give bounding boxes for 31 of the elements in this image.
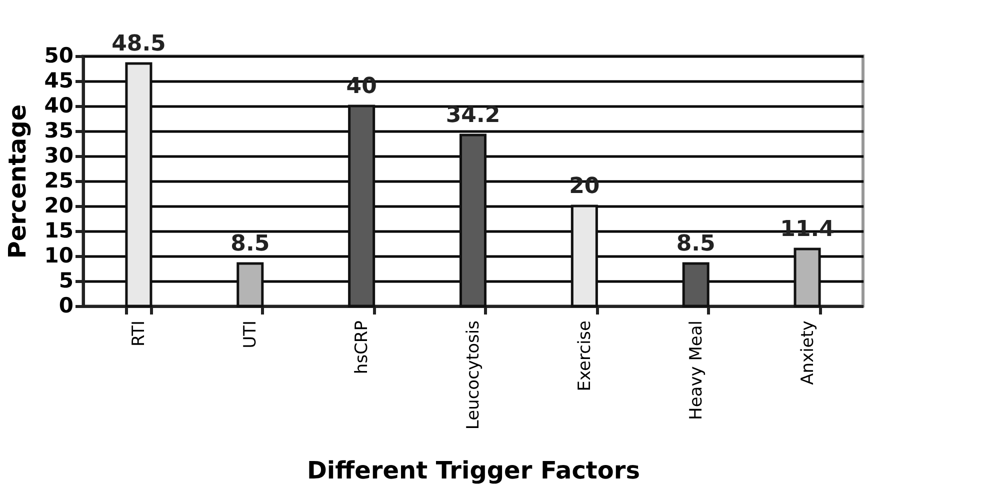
bar	[348, 104, 376, 308]
x-tick-label: hsCRP	[352, 320, 372, 374]
data-label: 34.2	[446, 103, 500, 128]
y-tick-label: 5	[58, 268, 74, 292]
bar	[682, 262, 710, 308]
x-tick-label: UTI	[240, 320, 261, 348]
bar	[570, 204, 598, 308]
x-tick-label: Exercise	[574, 320, 595, 392]
y-tick-label: 0	[58, 294, 74, 318]
y-tick-label: 10	[44, 244, 74, 268]
y-tick-label: 45	[44, 68, 74, 92]
bar	[125, 62, 152, 308]
y-tick-label: 50	[44, 44, 74, 68]
x-tick-label: RTI	[129, 320, 150, 346]
bar	[794, 248, 821, 308]
y-tick-label: 30	[44, 144, 74, 168]
x-axis-title: Different Trigger Factors	[306, 456, 640, 484]
x-tick-label: Heavy Meal	[686, 320, 706, 420]
x-tick-label: Leucocytosis	[464, 320, 484, 430]
data-label: 48.5	[112, 32, 166, 56]
data-label: 8.5	[676, 232, 716, 256]
y-tick-label: 40	[44, 94, 74, 118]
bar	[459, 134, 487, 308]
x-tick-label: Anxiety	[798, 320, 818, 385]
y-axis-title: Percentage	[3, 104, 32, 259]
y-tick-label: 20	[44, 194, 74, 218]
y-tick-label: 35	[44, 118, 74, 142]
data-label: 8.5	[230, 232, 270, 256]
bar	[236, 262, 264, 308]
y-tick-label: 25	[44, 168, 74, 192]
y-tick-label: 15	[44, 218, 74, 242]
